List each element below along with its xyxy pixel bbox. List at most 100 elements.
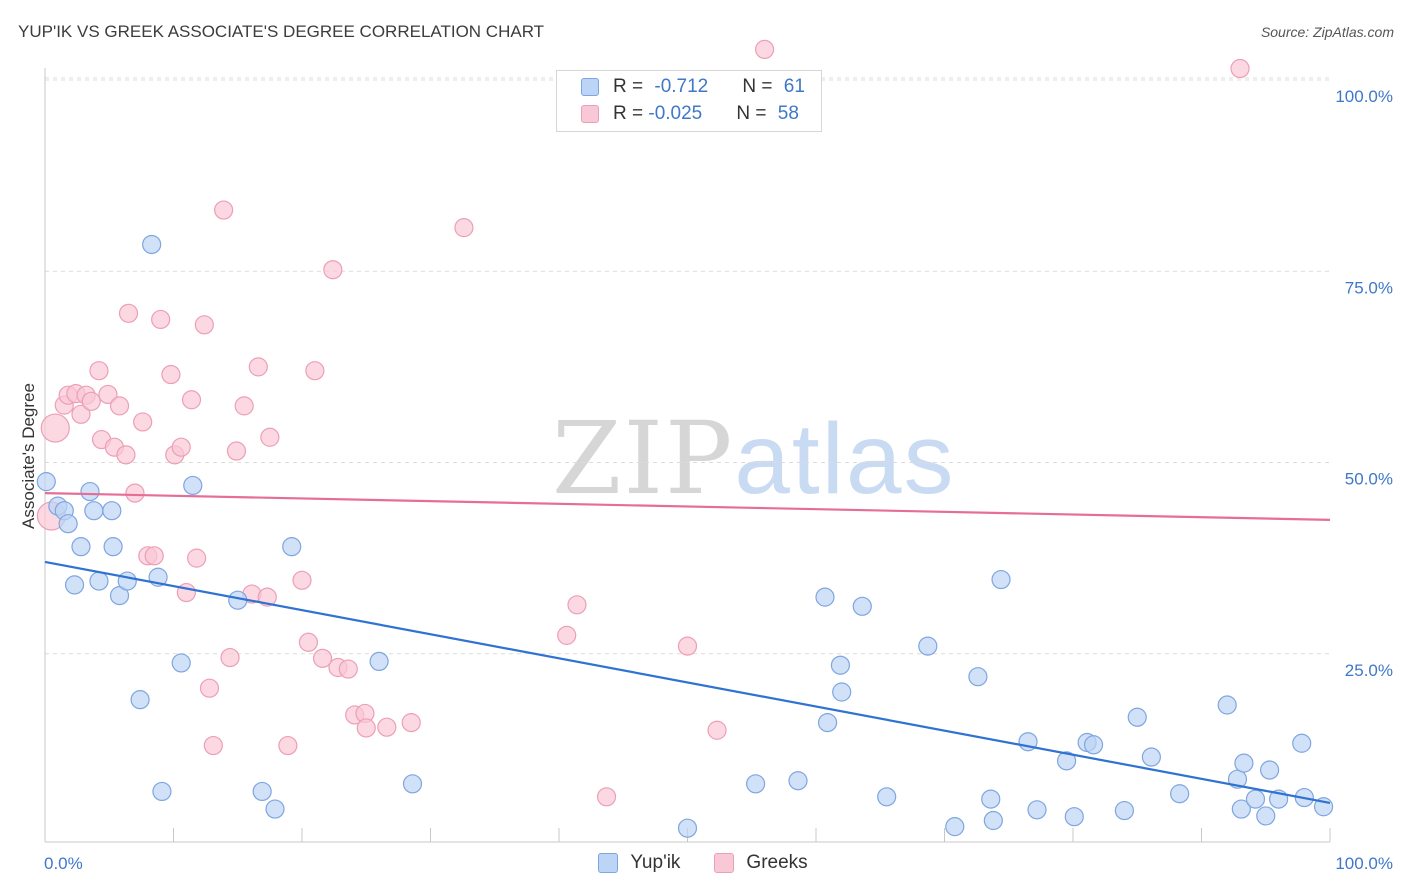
greeks-trend-line	[44, 492, 1331, 521]
yupik-point	[369, 651, 389, 672]
greeks-point	[454, 218, 474, 238]
greeks-point	[181, 390, 202, 410]
greeks-point	[144, 546, 164, 566]
chart-title: YUP'IK VS GREEK ASSOCIATE'S DEGREE CORRE…	[18, 22, 545, 41]
greeks-point	[40, 413, 70, 443]
greeks-point	[98, 384, 118, 405]
yupik-point	[252, 781, 272, 802]
greeks-point	[187, 548, 207, 568]
watermark-atlas: atlas	[734, 403, 956, 515]
yupik-point	[983, 810, 1003, 831]
yupik-point	[282, 537, 302, 557]
yupik-point	[142, 234, 162, 255]
yupik-point	[815, 587, 835, 607]
series-label-yupik: Yup'ik	[630, 852, 681, 873]
legend-r-value: -0.712	[654, 76, 709, 97]
yupik-point	[788, 771, 808, 791]
y-tick-label: 100.0%	[1335, 87, 1393, 106]
yupik-point	[968, 667, 988, 687]
yupik-point	[1217, 695, 1237, 715]
legend-row-greeks: R = -0.025 N = 58	[581, 102, 799, 126]
legend-r-label: R =	[613, 103, 649, 124]
yupik-point	[1027, 800, 1047, 820]
yupik-point	[918, 636, 938, 656]
series-swatch-greeks	[714, 853, 735, 873]
greeks-point	[323, 260, 343, 280]
yupik-point	[117, 571, 137, 591]
greeks-point	[161, 364, 181, 385]
yupik-point	[36, 472, 56, 492]
greeks-point	[248, 357, 268, 377]
trend-lines	[44, 492, 1331, 805]
greeks-point	[199, 678, 220, 698]
watermark: ZIPatlas	[552, 400, 956, 517]
x-tick-label: 100.0%	[1335, 854, 1393, 873]
greeks-point	[203, 735, 223, 756]
yupik-point	[103, 537, 123, 557]
yupik-point	[1083, 735, 1104, 755]
legend-n-value: 58	[777, 103, 799, 124]
greeks-point	[278, 735, 298, 756]
greeks-point	[220, 647, 240, 668]
yupik-point	[1245, 789, 1266, 809]
greeks-point	[118, 303, 139, 323]
yupik-point	[1231, 799, 1251, 819]
yupik-point	[1114, 800, 1135, 821]
yupik-point	[991, 569, 1011, 590]
greeks-point	[116, 445, 136, 465]
greeks-point	[151, 309, 171, 330]
yupik-point	[102, 501, 122, 521]
yupik-point	[130, 690, 150, 710]
greeks-point	[125, 483, 145, 503]
yupik-point	[981, 789, 1001, 809]
yupik-point	[1234, 753, 1254, 773]
series-legend-yupik[interactable]: Yup'ik	[598, 852, 680, 874]
yupik-point	[89, 571, 109, 591]
legend-swatch-greeks	[581, 105, 599, 123]
y-tick-label: 75.0%	[1345, 278, 1393, 297]
x-tick-label: 0.0%	[44, 854, 83, 873]
watermark-zip: ZIP	[552, 400, 735, 517]
yupik-point	[1260, 760, 1280, 780]
greeks-point	[1230, 58, 1250, 79]
yupik-point	[71, 537, 91, 557]
series-legend-greeks[interactable]: Greeks	[714, 852, 808, 874]
greeks-point	[305, 361, 325, 381]
greeks-point	[109, 396, 130, 416]
yupik-point	[402, 774, 423, 794]
greeks-point	[226, 441, 247, 461]
greeks-point	[257, 587, 277, 607]
greeks-point	[81, 391, 101, 411]
greeks-point	[194, 315, 214, 335]
greeks-point	[754, 39, 775, 60]
greeks-point	[292, 570, 312, 590]
yupik-point	[677, 818, 698, 838]
yupik-point	[830, 655, 851, 675]
greeks-point	[298, 632, 319, 652]
yupik-point	[265, 799, 285, 819]
gridlines	[45, 77, 1330, 655]
greeks-point	[89, 361, 109, 381]
yupik-point	[1256, 806, 1276, 826]
yupik-point	[852, 596, 872, 616]
yupik-point	[1064, 807, 1084, 827]
legend-swatch-yupik	[581, 78, 599, 96]
y-tick-label: 50.0%	[1345, 470, 1393, 489]
axes	[44, 68, 1331, 843]
yupik-point	[1127, 707, 1147, 727]
yupik-point	[1056, 751, 1077, 771]
y-tick-label: 25.0%	[1345, 661, 1393, 680]
yupik-point	[80, 481, 100, 502]
legend-n-label: N =	[742, 76, 778, 97]
greeks-point	[596, 787, 617, 807]
series-label-greeks: Greeks	[746, 852, 808, 873]
yupik-point	[58, 514, 78, 534]
legend-n-label: N =	[736, 103, 772, 124]
legend-r-value: -0.025	[648, 103, 703, 124]
correlation-legend: R = -0.712 N = 61 R = -0.025 N = 58	[556, 70, 822, 132]
yupik-points	[36, 234, 1334, 838]
greeks-point	[234, 396, 254, 416]
greeks-point	[312, 648, 333, 668]
yupik-point	[832, 682, 852, 702]
